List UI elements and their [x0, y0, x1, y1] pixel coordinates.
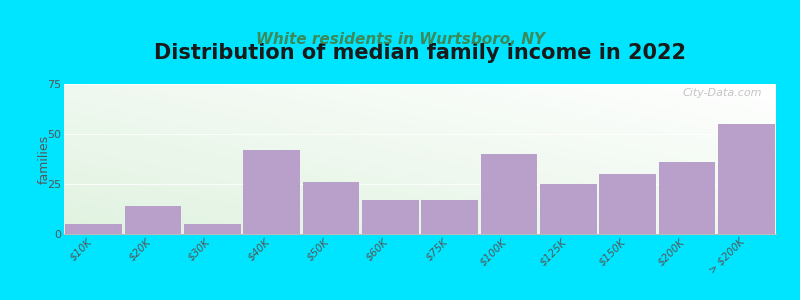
Bar	[362, 200, 418, 234]
Bar	[718, 124, 774, 234]
Bar	[125, 206, 181, 234]
Bar	[659, 162, 715, 234]
Text: White residents in Wurtsboro, NY: White residents in Wurtsboro, NY	[255, 32, 545, 46]
Bar	[540, 184, 597, 234]
Text: City-Data.com: City-Data.com	[682, 88, 762, 98]
Title: Distribution of median family income in 2022: Distribution of median family income in …	[154, 43, 686, 63]
Bar	[66, 224, 122, 234]
Bar	[481, 154, 537, 234]
Bar	[422, 200, 478, 234]
Bar	[243, 150, 300, 234]
Bar	[184, 224, 241, 234]
Bar	[303, 182, 359, 234]
Y-axis label: families: families	[38, 134, 51, 184]
Bar	[599, 174, 656, 234]
